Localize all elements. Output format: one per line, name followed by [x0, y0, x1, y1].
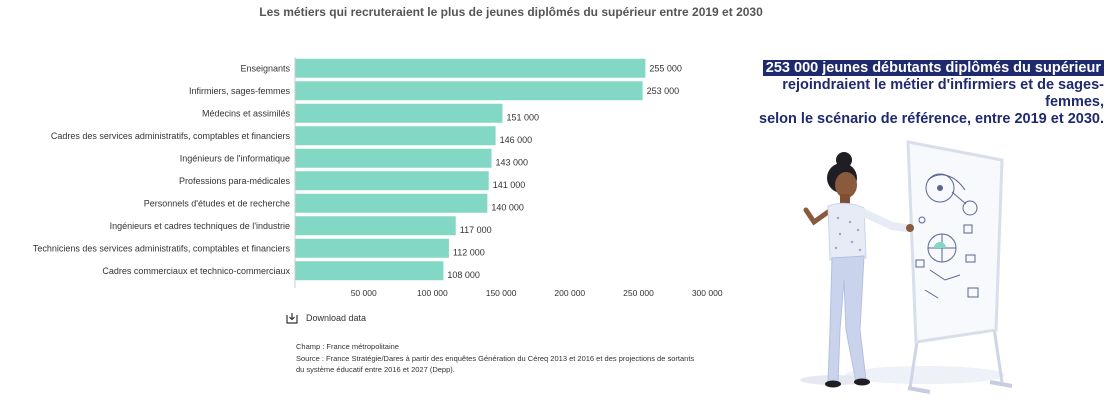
category-label: Ingénieurs de l'informatique [180, 153, 290, 163]
callout-line2: rejoindraient le métier d'infirmiers et … [782, 77, 1104, 110]
bar [295, 261, 444, 281]
data-label: 143 000 [495, 157, 528, 167]
category-label: Personnels d'études et de recherche [144, 198, 290, 208]
category-label: Médecins et assimilés [202, 108, 291, 118]
x-tick-label: 100 000 [417, 288, 448, 298]
category-label: Cadres commerciaux et technico-commercia… [102, 266, 290, 276]
x-tick-label: 50 000 [351, 288, 377, 298]
data-label: 253 000 [647, 86, 680, 96]
callout-highlight: 253 000 jeunes débutants diplômés du sup… [762, 60, 1104, 76]
data-label: 112 000 [453, 247, 485, 257]
woman-presenting-illustration [800, 140, 1013, 394]
callout-line3: selon le scénario de référence, entre 20… [759, 111, 1104, 127]
bar [295, 216, 456, 236]
data-label: 117 000 [460, 225, 492, 235]
data-label: 146 000 [500, 135, 533, 145]
bar [295, 193, 488, 213]
bar [295, 126, 496, 146]
notes-source-line1: Source : France Stratégie/Dares à partir… [296, 353, 695, 363]
notes-source-line2: du système éducatif entre 2016 et 2027 (… [296, 365, 455, 374]
bar [295, 81, 643, 101]
x-tick-label: 250 000 [623, 288, 654, 298]
download-data-button[interactable]: Download data [286, 312, 366, 324]
bar [295, 58, 646, 78]
x-tick-label: 300 000 [692, 288, 723, 298]
category-label: Techniciens des services administratifs,… [33, 243, 291, 253]
x-tick-label: 200 000 [554, 288, 585, 298]
category-label: Ingénieurs et cadres techniques de l'ind… [110, 221, 290, 231]
bar [295, 148, 492, 168]
data-label: 141 000 [493, 180, 526, 190]
data-label: 255 000 [649, 63, 682, 73]
bar-chart: Enseignants 255 000 Infirmiers, sages-femm… [33, 57, 723, 298]
data-label: 108 000 [447, 270, 480, 280]
category-label: Cadres des services administratifs, comp… [51, 131, 291, 141]
chart-title: Les métiers qui recruteraient le plus de… [259, 5, 763, 19]
download-data-label: Download data [306, 313, 367, 323]
data-label: 140 000 [491, 202, 524, 212]
category-label: Infirmiers, sages-femmes [189, 86, 291, 96]
bar [295, 238, 449, 258]
callout-text: 253 000 jeunes débutants diplômés du sup… [724, 60, 1104, 128]
category-label: Enseignants [240, 63, 290, 73]
download-icon [286, 313, 298, 324]
category-label: Professions para-médicales [179, 176, 291, 186]
bar [295, 171, 489, 191]
x-tick-label: 150 000 [486, 288, 517, 298]
data-label: 151 000 [506, 112, 539, 122]
notes-champ: Champ : France métropolitaine [296, 342, 399, 351]
chart-notes: Champ : France métropolitaine Source : F… [296, 341, 694, 376]
bar [295, 103, 503, 123]
